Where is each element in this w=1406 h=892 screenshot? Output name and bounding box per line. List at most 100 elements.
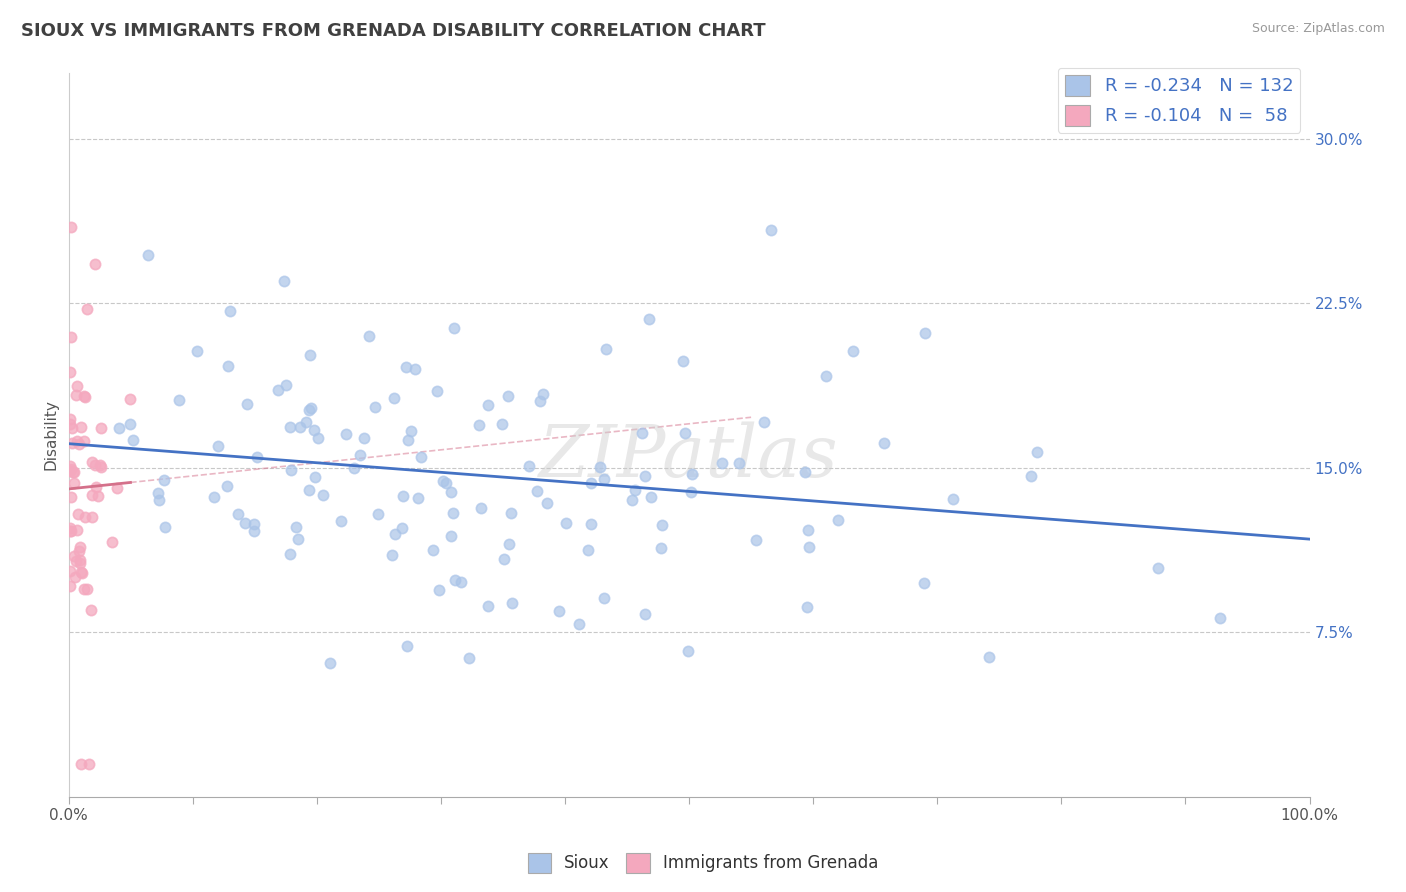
- Point: [148, 492, 170, 507]
- Point: [299, 401, 322, 415]
- Point: [69, 553, 91, 567]
- Point: [547, 604, 569, 618]
- Point: [499, 506, 522, 520]
- Point: [59, 564, 82, 578]
- Point: [246, 450, 269, 465]
- Point: [796, 600, 818, 615]
- Point: [441, 506, 464, 520]
- Point: [439, 529, 461, 543]
- Point: [501, 596, 523, 610]
- Point: [912, 576, 935, 591]
- Point: [409, 450, 432, 464]
- Point: [676, 643, 699, 657]
- Point: [651, 518, 673, 533]
- Point: [146, 486, 169, 500]
- Point: [66, 379, 89, 393]
- Point: [73, 510, 96, 524]
- Point: [105, 482, 128, 496]
- Point: [65, 554, 87, 568]
- Legend: Sioux, Immigrants from Grenada: Sioux, Immigrants from Grenada: [520, 847, 886, 880]
- Point: [711, 456, 734, 470]
- Point: [267, 384, 290, 398]
- Point: [62, 476, 84, 491]
- Point: [498, 389, 520, 403]
- Point: [302, 423, 325, 437]
- Point: [59, 219, 82, 234]
- Point: [842, 344, 865, 359]
- Point: [219, 303, 242, 318]
- Point: [517, 459, 540, 474]
- Point: [589, 459, 612, 474]
- Point: [107, 420, 129, 434]
- Point: [797, 523, 820, 537]
- Point: [381, 548, 404, 562]
- Point: [761, 223, 783, 237]
- Point: [59, 524, 82, 538]
- Point: [623, 483, 645, 498]
- Point: [72, 582, 94, 596]
- Point: [364, 400, 387, 414]
- Point: [443, 321, 465, 335]
- Point: [681, 467, 703, 481]
- Point: [391, 489, 413, 503]
- Point: [169, 392, 191, 407]
- Point: [444, 574, 467, 588]
- Point: [155, 520, 177, 534]
- Point: [233, 516, 256, 530]
- Point: [242, 516, 264, 531]
- Point: [59, 521, 82, 535]
- Point: [450, 575, 472, 590]
- Point: [568, 616, 591, 631]
- Point: [353, 431, 375, 445]
- Point: [467, 418, 489, 433]
- Point: [426, 384, 449, 398]
- Point: [75, 390, 97, 404]
- Point: [312, 488, 335, 502]
- Point: [60, 420, 83, 434]
- Point: [406, 491, 429, 505]
- Point: [650, 541, 672, 556]
- Point: [59, 491, 82, 505]
- Point: [235, 397, 257, 411]
- Point: [1146, 560, 1168, 574]
- Point: [70, 420, 93, 434]
- Point: [87, 489, 110, 503]
- Point: [298, 483, 321, 497]
- Point: [280, 463, 302, 477]
- Point: [536, 496, 558, 510]
- Point: [367, 507, 389, 521]
- Point: [59, 411, 82, 425]
- Point: [727, 456, 749, 470]
- Point: [215, 479, 238, 493]
- Point: [498, 537, 520, 551]
- Point: [977, 650, 1000, 665]
- Point: [533, 387, 555, 401]
- Point: [592, 472, 614, 486]
- Point: [319, 656, 342, 670]
- Point: [794, 465, 817, 479]
- Point: [136, 248, 159, 262]
- Point: [382, 391, 405, 405]
- Point: [391, 521, 413, 535]
- Point: [399, 425, 422, 439]
- Point: [62, 465, 84, 479]
- Point: [914, 326, 936, 341]
- Point: [83, 257, 105, 271]
- Point: [67, 508, 90, 522]
- Point: [90, 420, 112, 434]
- Point: [59, 465, 82, 479]
- Point: [581, 476, 603, 491]
- Point: [274, 377, 297, 392]
- Point: [70, 565, 93, 579]
- Point: [76, 301, 98, 316]
- Point: [634, 607, 657, 621]
- Point: [60, 330, 83, 344]
- Point: [752, 415, 775, 429]
- Point: [294, 416, 316, 430]
- Point: [422, 543, 444, 558]
- Point: [349, 448, 371, 462]
- Point: [73, 434, 96, 449]
- Point: [67, 543, 90, 558]
- Point: [89, 458, 111, 472]
- Point: [491, 417, 513, 432]
